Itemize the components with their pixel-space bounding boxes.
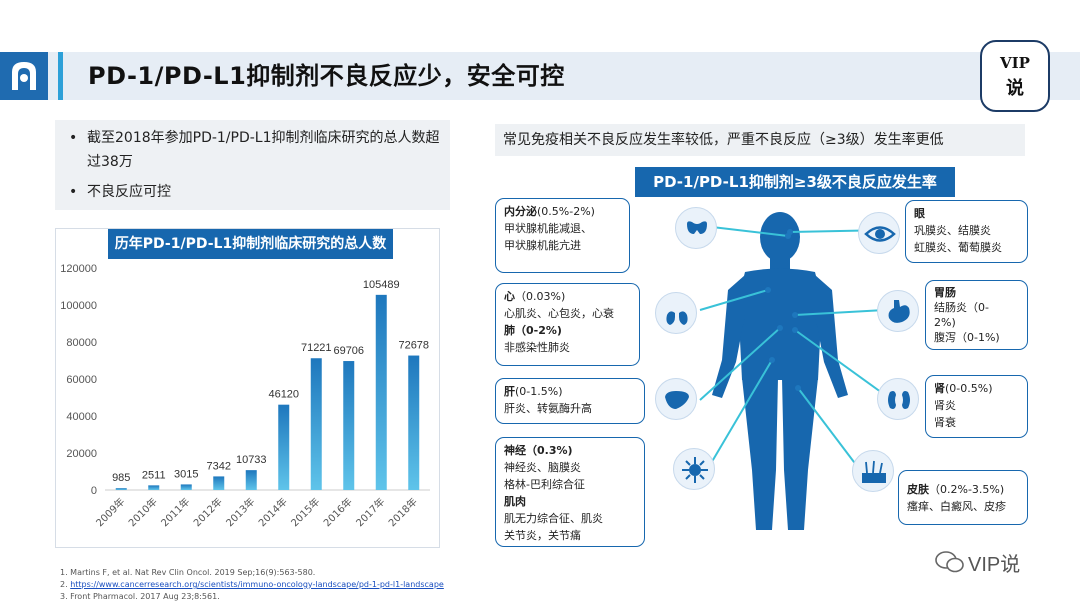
bar-value-label: 69706 bbox=[333, 345, 364, 357]
right-subtitle: 常见免疫相关不良反应发生率较低，严重不良反应（≥3级）发生率更低 bbox=[495, 124, 1025, 156]
y-tick-label: 40000 bbox=[66, 411, 97, 423]
lungs-icon bbox=[655, 292, 697, 334]
ae-skin-box: 皮肤（0.2%-3.5%) 瘙痒、白癜风、皮疹 bbox=[898, 470, 1028, 525]
ae-kidney-box: 肾(0-0.5%) 肾炎 肾衰 bbox=[925, 375, 1028, 438]
y-tick-label: 20000 bbox=[66, 448, 97, 460]
ae-gi-line: 结肠炎（0- bbox=[934, 301, 989, 314]
bar-value-label: 46120 bbox=[268, 389, 299, 401]
logo-icon bbox=[0, 52, 48, 100]
y-tick-label: 100000 bbox=[60, 300, 97, 312]
ae-kidney-line: 肾衰 bbox=[934, 416, 956, 429]
ae-endocrine-title: 内分泌 bbox=[504, 205, 537, 218]
title-accent-line bbox=[58, 52, 63, 100]
bullet-box: 截至2018年参加PD-1/PD-L1抑制剂临床研究的总人数超过38万 不良反应… bbox=[55, 120, 450, 210]
ae-nerve-line: 格林-巴利综合征 bbox=[504, 478, 585, 491]
ae-endocrine-line: 甲状腺机能亢进 bbox=[504, 239, 581, 252]
bar bbox=[408, 355, 420, 490]
bar bbox=[278, 404, 290, 490]
ae-endocrine-rate: (0.5%-2%) bbox=[537, 205, 595, 218]
ae-endocrine-box: 内分泌(0.5%-2%) 甲状腺机能减退、 甲状腺机能亢进 bbox=[495, 198, 630, 273]
references: 1. Martins F, et al. Nat Rev Clin Oncol.… bbox=[60, 567, 444, 603]
vip-badge-line1: VIP bbox=[1000, 54, 1030, 72]
ae-muscle-line: 关节炎，关节痛 bbox=[504, 529, 581, 542]
bar bbox=[213, 476, 225, 490]
vip-badge: VIP 说 bbox=[980, 40, 1050, 112]
ae-gi-line: 2%) bbox=[934, 316, 956, 329]
ae-liver-box: 肝(0-1.5%) 肝炎、转氨酶升高 bbox=[495, 378, 645, 424]
right-header: PD-1/PD-L1抑制剂≥3级不良反应发生率 bbox=[635, 167, 955, 197]
bar-value-label: 72678 bbox=[398, 340, 429, 352]
bar-value-label: 105489 bbox=[363, 279, 400, 291]
ae-kidney-rate: (0-0.5%) bbox=[945, 382, 993, 395]
ae-heart-line: 心肌炎、心包炎，心衰 bbox=[504, 307, 614, 320]
bullet-item: 截至2018年参加PD-1/PD-L1抑制剂临床研究的总人数超过38万 bbox=[65, 126, 440, 174]
reference-item: 3. Front Pharmacol. 2017 Aug 23;8:561. bbox=[60, 592, 220, 601]
eye-icon bbox=[858, 212, 900, 254]
bar-chart: 0200004000060000800001000001200009852009… bbox=[60, 263, 430, 529]
y-tick-label: 60000 bbox=[66, 374, 97, 386]
ae-muscle-title: 肌肉 bbox=[504, 495, 526, 508]
ae-nerve-line: 神经炎、脑膜炎 bbox=[504, 461, 581, 474]
ae-eye-title: 眼 bbox=[914, 207, 925, 220]
ae-lung-line: 非感染性肺炎 bbox=[504, 341, 570, 354]
bar-value-label: 71221 bbox=[301, 342, 332, 354]
ae-heart-title: 心 bbox=[504, 290, 515, 303]
wechat-icon bbox=[935, 551, 964, 573]
bar bbox=[343, 361, 355, 490]
reference-link[interactable]: https://www.cancerresearch.org/scientist… bbox=[70, 580, 444, 589]
skin-icon bbox=[852, 450, 894, 492]
ae-liver-rate: (0-1.5%) bbox=[515, 385, 563, 398]
y-tick-label: 0 bbox=[91, 485, 97, 497]
ae-heart-rate: （0.03%) bbox=[515, 290, 566, 303]
ae-endocrine-line: 甲状腺机能减退、 bbox=[504, 222, 592, 235]
chart-title: 历年PD-1/PD-L1抑制剂临床研究的总人数 bbox=[108, 229, 393, 259]
ae-gi-title: 胃肠 bbox=[934, 286, 956, 299]
ae-gi-line: 腹泻（0-1%) bbox=[934, 331, 1000, 344]
y-tick-label: 80000 bbox=[66, 337, 97, 349]
ae-muscle-line: 肌无力综合征、肌炎 bbox=[504, 512, 603, 525]
neuron-icon bbox=[673, 448, 715, 490]
y-tick-label: 120000 bbox=[60, 263, 97, 275]
ae-eye-line: 巩膜炎、结膜炎 bbox=[914, 224, 991, 237]
ae-eye-line: 虹膜炎、葡萄膜炎 bbox=[914, 241, 1002, 254]
bar bbox=[148, 485, 160, 490]
thyroid-icon bbox=[675, 207, 717, 249]
ae-nerve-title: 神经（0.3%) bbox=[504, 444, 573, 457]
reference-item: 1. Martins F, et al. Nat Rev Clin Oncol.… bbox=[60, 568, 316, 577]
ae-skin-rate: （0.2%-3.5%) bbox=[929, 483, 1005, 496]
reference-item: 2. https://www.cancerresearch.org/scient… bbox=[60, 579, 444, 591]
ae-skin-title: 皮肤 bbox=[907, 483, 929, 496]
ae-liver-title: 肝 bbox=[504, 385, 515, 398]
watermark-text: VIP说 bbox=[968, 554, 1021, 576]
bar-value-label: 7342 bbox=[207, 460, 231, 472]
reference-prefix: 2. bbox=[60, 580, 71, 589]
ae-heart-lung-box: 心（0.03%) 心肌炎、心包炎，心衰 肺（0-2%) 非感染性肺炎 bbox=[495, 283, 640, 366]
header-bar bbox=[0, 52, 1080, 100]
bar-value-label: 10733 bbox=[236, 454, 267, 466]
bar-value-label: 2511 bbox=[142, 469, 166, 481]
ae-lung-title: 肺（0-2%) bbox=[504, 324, 562, 337]
bar bbox=[310, 358, 322, 490]
ae-nerve-muscle-box: 神经（0.3%) 神经炎、脑膜炎 格林-巴利综合征 肌肉 肌无力综合征、肌炎 关… bbox=[495, 437, 645, 547]
ae-skin-line: 瘙痒、白癜风、皮疹 bbox=[907, 500, 1006, 513]
bar bbox=[180, 484, 192, 490]
ae-kidney-title: 肾 bbox=[934, 382, 945, 395]
vip-badge-line2: 说 bbox=[1006, 78, 1024, 99]
bar-value-label: 3015 bbox=[174, 468, 198, 480]
kidney-icon bbox=[877, 378, 919, 420]
bar bbox=[375, 294, 387, 490]
bar-value-label: 985 bbox=[112, 472, 130, 484]
ae-gi-box: 胃肠 结肠炎（0- 2%) 腹泻（0-1%) bbox=[925, 280, 1028, 350]
bar bbox=[115, 488, 127, 490]
bullet-item: 不良反应可控 bbox=[65, 180, 440, 204]
ae-liver-line: 肝炎、转氨酶升高 bbox=[504, 402, 592, 415]
ae-kidney-line: 肾炎 bbox=[934, 399, 956, 412]
ae-eye-box: 眼 巩膜炎、结膜炎 虹膜炎、葡萄膜炎 bbox=[905, 200, 1028, 263]
liver-icon bbox=[655, 378, 697, 420]
page-title: PD-1/PD-L1抑制剂不良反应少，安全可控 bbox=[88, 62, 565, 90]
bar bbox=[245, 470, 257, 490]
stomach-icon bbox=[877, 290, 919, 332]
